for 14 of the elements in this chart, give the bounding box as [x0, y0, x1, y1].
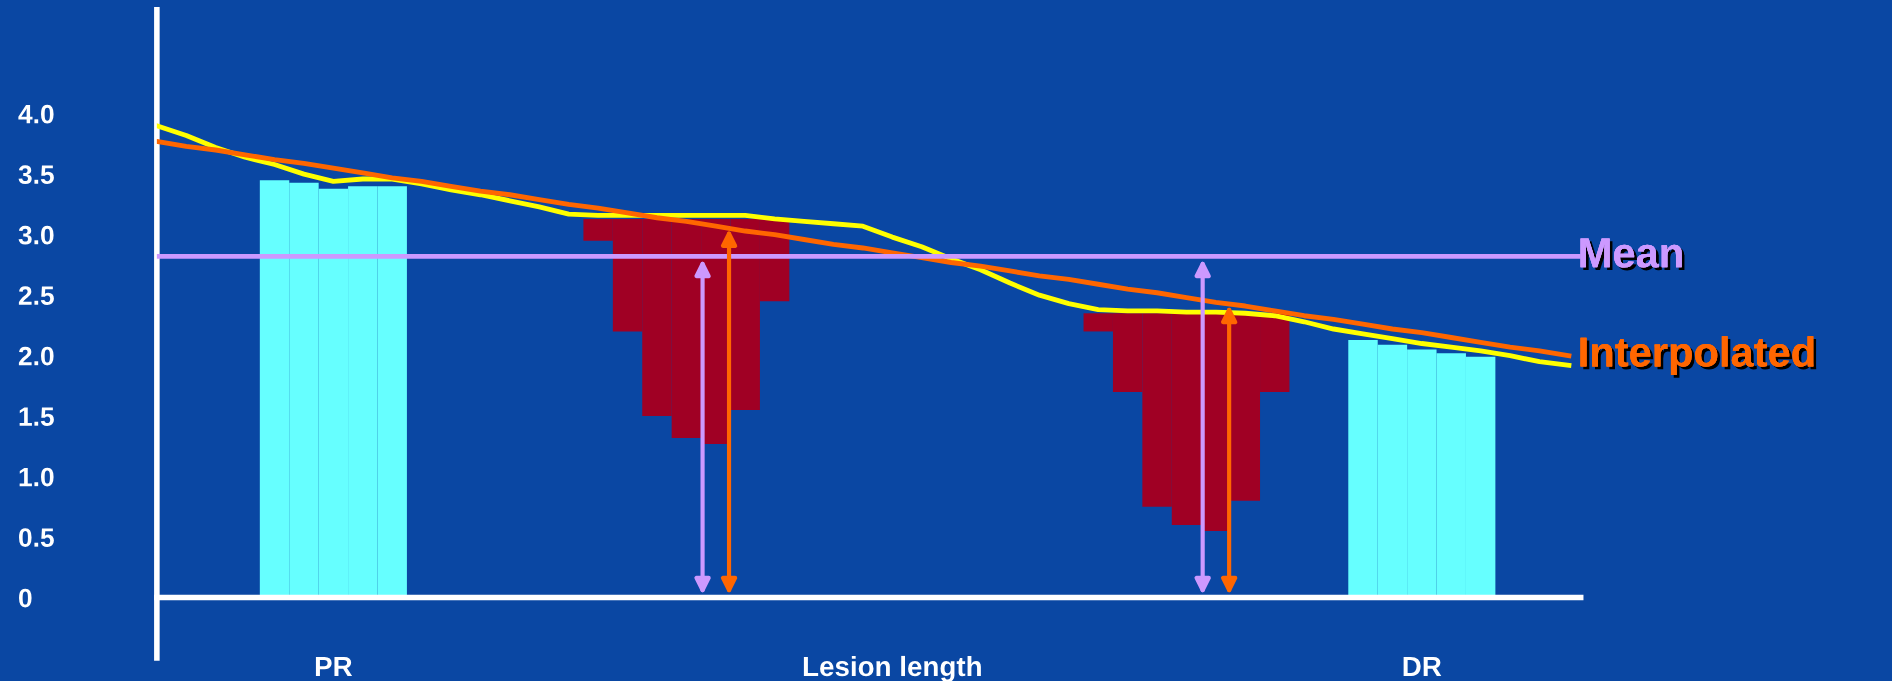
x-tick-label: PR: [315, 656, 353, 677]
y-tick-label: 0: [19, 588, 32, 608]
y-tick-label: 4.0: [18, 104, 54, 124]
y-tick-label: 3.0: [18, 225, 54, 245]
y-tick-label: 1.5: [19, 407, 54, 426]
series-label: Interpolated: [1580, 336, 1817, 378]
y-tick-label: 0.5: [19, 528, 54, 547]
y-tick-label: 2.5: [18, 286, 54, 305]
y-tick-label: 2.0: [18, 346, 54, 366]
ref-line-label: Mean: [1580, 238, 1685, 271]
x-tick-label: Lesion length: [803, 655, 981, 681]
y-tick-label: 3.5: [18, 165, 54, 185]
x-tick-label: DR: [1403, 656, 1442, 677]
y-tick-label: 1.0: [19, 467, 54, 487]
